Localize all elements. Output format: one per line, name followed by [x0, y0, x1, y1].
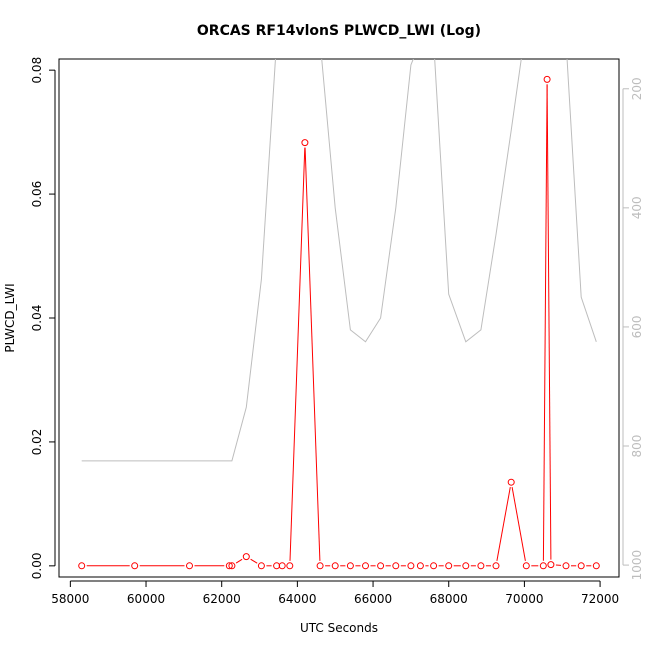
x-axis: 58000 60000 62000 64000 66000 68000 70000 72000 — [51, 580, 619, 606]
x-tick-label: 60000 — [127, 592, 165, 606]
red-data-point — [507, 478, 515, 486]
red-series-segment — [289, 147, 306, 561]
red-series-segment — [496, 487, 511, 561]
x-tick-label: 62000 — [203, 592, 241, 606]
red-data-point — [228, 562, 236, 570]
y-tick-label: 0.02 — [30, 429, 44, 456]
red-series-segment — [304, 147, 321, 561]
y2-tick-label: 400 — [630, 196, 644, 219]
red-data-point — [131, 562, 139, 570]
red-series-segment — [250, 558, 258, 564]
y-tick-label: 0.08 — [30, 57, 44, 84]
chart-title: ORCAS RF14vlonS PLWCD_LWI (Log) — [197, 23, 481, 39]
red-series-segment — [542, 84, 548, 561]
y2-tick-label: 600 — [630, 315, 644, 338]
red-data-point — [278, 562, 286, 570]
red-data-point — [522, 562, 530, 570]
x-axis-label: UTC Seconds — [300, 621, 378, 635]
red-series-segment — [235, 558, 243, 564]
red-series-layer — [78, 75, 600, 570]
red-data-point — [242, 553, 250, 561]
red-data-point — [492, 562, 500, 570]
y2-tick-label: 800 — [630, 435, 644, 458]
red-data-point — [286, 562, 294, 570]
x-tick-label: 64000 — [278, 592, 316, 606]
red-data-point — [430, 562, 438, 570]
red-data-point — [316, 562, 324, 570]
red-data-point — [392, 562, 400, 570]
y-tick-label: 0.00 — [30, 552, 44, 579]
red-data-point — [416, 562, 424, 570]
x-tick-label: 68000 — [430, 592, 468, 606]
red-data-point — [225, 562, 233, 570]
red-data-point — [346, 562, 354, 570]
y2-axis: 200 400 600 800 1000 — [622, 77, 644, 581]
x-tick-label: 66000 — [354, 592, 392, 606]
red-data-point — [462, 562, 470, 570]
red-data-point — [539, 562, 547, 570]
x-tick-label: 58000 — [51, 592, 89, 606]
grey-series-line — [81, 59, 597, 462]
red-data-point — [547, 561, 555, 569]
grey-series-layer — [81, 59, 597, 462]
red-data-point — [301, 139, 309, 147]
red-data-point — [592, 562, 600, 570]
red-data-point — [331, 562, 339, 570]
red-data-point — [445, 562, 453, 570]
y2-tick-label: 1000 — [630, 550, 644, 581]
x-tick-label: 72000 — [581, 592, 619, 606]
red-data-point — [377, 562, 385, 570]
plot-area — [58, 58, 620, 578]
red-data-point — [577, 562, 585, 570]
red-data-point — [257, 562, 265, 570]
red-data-point — [78, 562, 86, 570]
y2-tick-label: 200 — [630, 77, 644, 100]
red-data-point — [477, 562, 485, 570]
red-series-segment — [546, 84, 552, 560]
y-tick-label: 0.06 — [30, 181, 44, 208]
y-axis: 0.00 0.02 0.04 0.06 0.08 — [30, 57, 56, 579]
red-data-point — [407, 562, 415, 570]
red-data-point — [562, 562, 570, 570]
red-data-point — [186, 562, 193, 570]
red-series-segment — [511, 487, 526, 561]
red-data-point — [543, 75, 551, 83]
y-axis-label: PLWCD_LWI — [3, 283, 17, 352]
y-tick-label: 0.04 — [30, 305, 44, 332]
red-data-point — [362, 562, 369, 570]
x-tick-label: 70000 — [505, 592, 543, 606]
